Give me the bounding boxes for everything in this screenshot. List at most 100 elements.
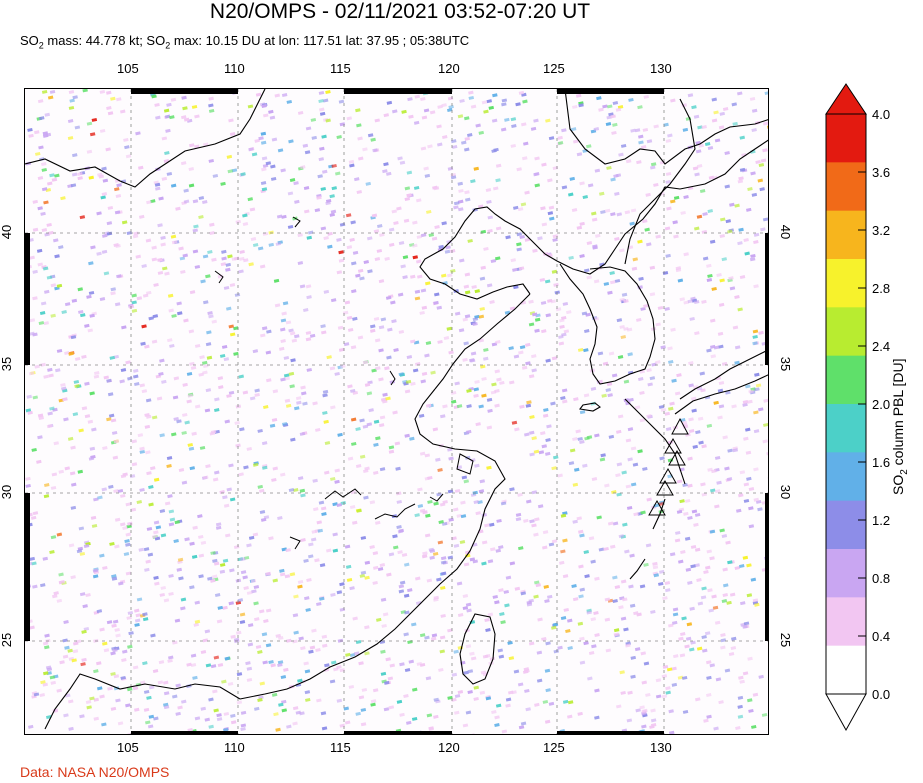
- so2-pixel: [56, 348, 63, 353]
- so2-pixel: [457, 690, 464, 695]
- so2-pixel: [251, 589, 257, 594]
- so2-pixel: [501, 729, 508, 734]
- so2-pixel: [305, 330, 312, 335]
- so2-pixel: [288, 328, 294, 333]
- so2-pixel: [145, 398, 152, 403]
- so2-pixel: [349, 586, 355, 591]
- so2-pixel: [673, 195, 680, 200]
- so2-pixel: [464, 272, 471, 277]
- so2-pixel: [577, 711, 583, 716]
- so2-pixel: [103, 375, 110, 380]
- so2-pixel: [47, 367, 53, 372]
- so2-pixel: [442, 404, 448, 409]
- so2-pixel: [50, 485, 57, 490]
- so2-pixel: [579, 221, 585, 226]
- so2-pixel: [559, 560, 565, 565]
- so2-pixel: [463, 341, 469, 346]
- so2-pixel: [132, 374, 139, 379]
- so2-pixel: [320, 186, 327, 191]
- so2-pixel: [504, 603, 510, 608]
- so2-pixel: [467, 238, 473, 243]
- so2-pixel: [528, 374, 535, 379]
- lat-label-left: 30: [0, 484, 15, 500]
- so2-pixel: [158, 371, 164, 376]
- so2-pixel: [289, 178, 296, 183]
- so2-pixel: [672, 612, 679, 617]
- so2-pixel: [535, 583, 542, 588]
- so2-pixel: [268, 242, 275, 247]
- so2-pixel: [424, 533, 431, 538]
- so2-pixel: [739, 135, 746, 140]
- so2-pixel: [748, 487, 755, 492]
- so2-pixel: [41, 89, 48, 94]
- so2-pixel: [758, 163, 765, 168]
- so2-pixel: [400, 264, 406, 269]
- so2-pixel: [335, 171, 341, 176]
- so2-pixel: [701, 125, 707, 130]
- so2-pixel: [578, 103, 584, 108]
- so2-pixel: [464, 314, 471, 319]
- so2-pixel: [542, 545, 548, 550]
- so2-pixel: [753, 429, 760, 434]
- so2-pixel: [379, 415, 386, 420]
- so2-pixel: [710, 344, 716, 349]
- so2-pixel: [755, 160, 761, 165]
- so2-pixel: [738, 675, 744, 680]
- so2-pixel: [194, 619, 201, 624]
- so2-pixel: [468, 95, 475, 100]
- so2-pixel: [454, 488, 461, 493]
- so2-pixel: [727, 229, 733, 234]
- so2-pixel: [110, 418, 117, 423]
- so2-pixel: [129, 474, 136, 479]
- so2-pixel: [345, 652, 351, 657]
- so2-pixel: [721, 257, 728, 262]
- so2-pixel: [690, 564, 696, 569]
- lon-label-bottom: 115: [330, 740, 351, 755]
- so2-pixel: [40, 583, 46, 588]
- so2-pixel: [135, 254, 142, 259]
- so2-pixel: [668, 359, 674, 364]
- colorbar-tick-label: 2.4: [872, 339, 891, 354]
- so2-pixel: [223, 357, 230, 362]
- so2-pixel: [125, 542, 131, 547]
- so2-pixel: [579, 254, 585, 259]
- so2-pixel: [701, 444, 707, 449]
- so2-pixel: [111, 430, 118, 435]
- so2-pixel: [81, 406, 88, 411]
- so2-pixel: [140, 341, 146, 346]
- so2-pixel: [428, 726, 434, 731]
- so2-pixel: [486, 425, 493, 430]
- so2-pixel: [40, 301, 47, 306]
- so2-pixel: [718, 381, 725, 386]
- so2-pixel: [257, 698, 263, 703]
- so2-pixel: [488, 105, 495, 110]
- so2-pixel: [202, 200, 208, 205]
- so2-pixel: [487, 408, 493, 413]
- so2-pixel: [720, 638, 727, 643]
- so2-pixel: [702, 256, 709, 261]
- so2-pixel: [630, 208, 637, 213]
- so2-pixel: [172, 640, 178, 645]
- so2-pixel: [39, 116, 45, 121]
- so2-pixel: [601, 393, 607, 398]
- so2-pixel: [366, 391, 373, 396]
- so2-pixel: [70, 505, 77, 510]
- so2-pixel: [70, 575, 76, 580]
- so2-pixel: [260, 333, 266, 338]
- so2-pixel: [598, 107, 604, 112]
- so2-pixel: [94, 371, 100, 376]
- so2-pixel: [101, 166, 107, 171]
- so2-pixel: [166, 464, 172, 469]
- so2-pixel: [355, 640, 362, 645]
- so2-pixel: [722, 107, 729, 112]
- so2-pixel: [114, 544, 120, 549]
- so2-pixel: [370, 702, 376, 707]
- so2-pixel: [114, 517, 121, 522]
- so2-pixel: [166, 102, 172, 107]
- so2-pixel: [37, 262, 44, 267]
- so2-pixel: [594, 688, 600, 693]
- so2-pixel: [248, 535, 255, 540]
- so2-pixel: [572, 482, 579, 487]
- so2-pixel: [292, 721, 298, 726]
- so2-pixel: [153, 282, 159, 287]
